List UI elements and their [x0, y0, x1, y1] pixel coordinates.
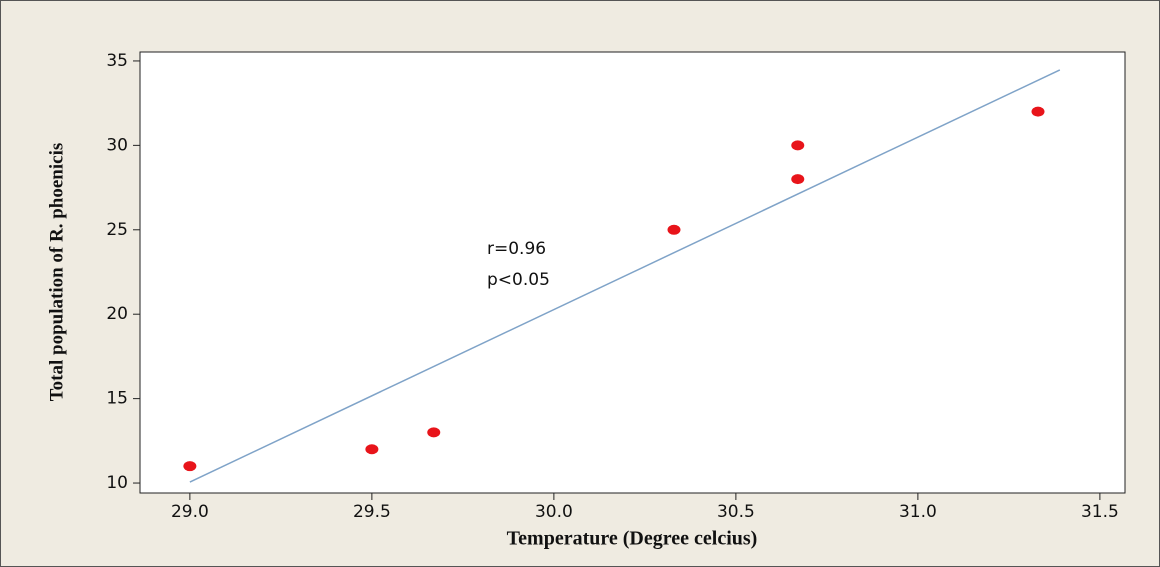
- x-tick-label: 30.5: [717, 502, 755, 522]
- data-point: [667, 224, 681, 235]
- y-tick-label: 10: [106, 473, 128, 493]
- data-point: [183, 461, 197, 472]
- y-tick-label: 35: [106, 51, 128, 71]
- y-tick-label: 30: [106, 135, 128, 155]
- x-tick-label: 29.0: [171, 502, 209, 522]
- y-axis-label: Total population of R. phoenicis: [46, 143, 67, 402]
- y-tick-label: 25: [106, 220, 128, 240]
- data-point: [791, 174, 805, 185]
- data-point: [791, 140, 805, 151]
- x-tick-label: 31.5: [1081, 502, 1119, 522]
- x-tick-label: 30.0: [535, 502, 573, 522]
- data-point: [1031, 106, 1045, 117]
- x-tick-label: 29.5: [353, 502, 391, 522]
- x-axis-label: Temperature (Degree celcius): [507, 528, 758, 550]
- data-point: [365, 444, 379, 455]
- y-tick-label: 15: [106, 389, 128, 409]
- regression-line: [189, 69, 1061, 483]
- data-point: [427, 427, 441, 438]
- x-tick-label: 31.0: [899, 502, 937, 522]
- annotation: r=0.96: [487, 239, 546, 259]
- annotation: p<0.05: [487, 270, 550, 290]
- y-tick-label: 20: [106, 304, 128, 324]
